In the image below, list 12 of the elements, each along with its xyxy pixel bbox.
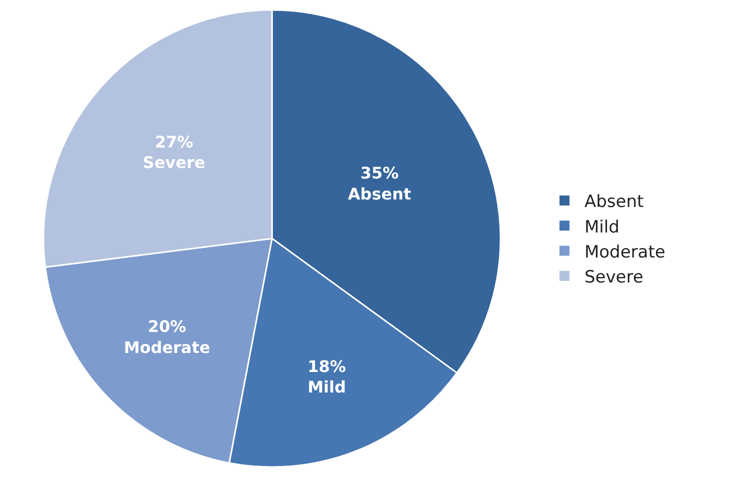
slice-label: Moderate <box>124 338 210 357</box>
legend-label: Mild <box>584 217 620 238</box>
legend-label: Moderate <box>584 242 666 262</box>
legend-label: Absent <box>584 192 644 212</box>
slice-label: Severe <box>142 153 206 172</box>
data-label: 35% <box>360 164 399 183</box>
data-label: 20% <box>148 317 186 336</box>
legend-label: Severe <box>584 267 644 288</box>
data-label: 27% <box>154 132 194 152</box>
slice-label: Absent <box>348 184 412 204</box>
data-label: 18% <box>308 356 346 376</box>
slice-label: Mild <box>308 378 346 397</box>
